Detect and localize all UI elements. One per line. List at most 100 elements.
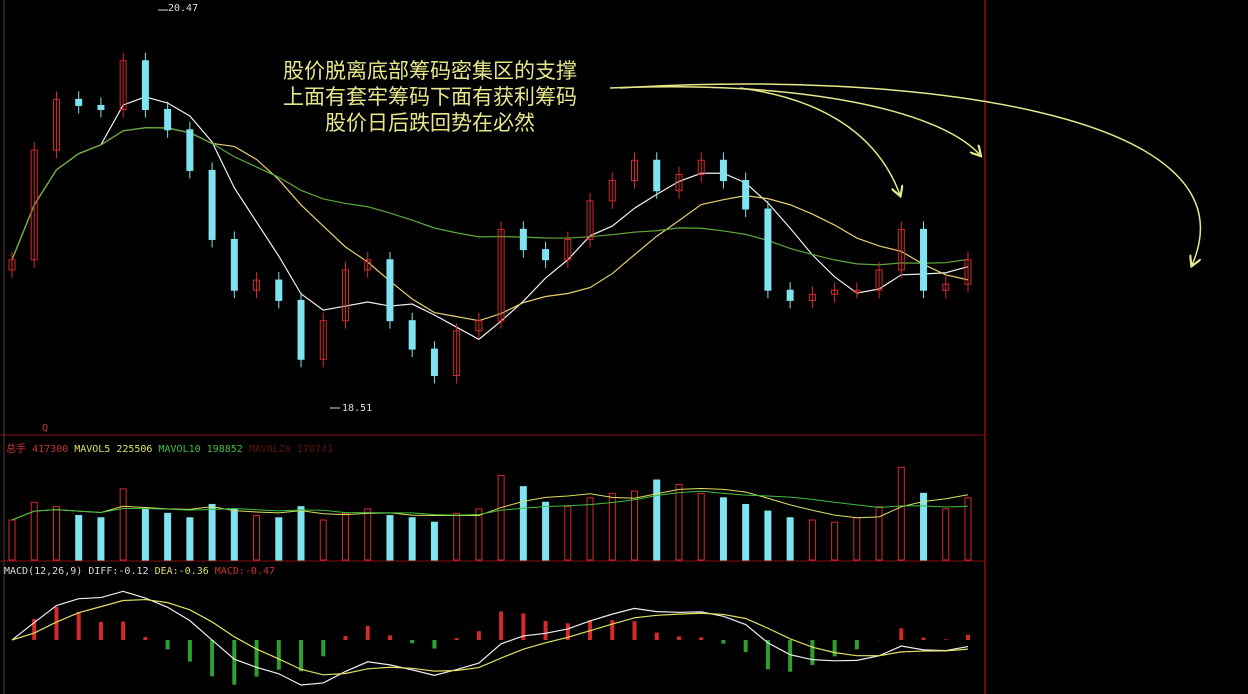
candle-body bbox=[964, 259, 972, 285]
macd-histogram-bar bbox=[165, 640, 170, 650]
macd-histogram-bar bbox=[699, 637, 704, 640]
volume-bar bbox=[275, 517, 283, 561]
candle-body bbox=[408, 320, 416, 350]
macd-dea: DEA:-0.36 bbox=[154, 566, 209, 577]
macd-histogram-bar bbox=[143, 637, 148, 640]
candle-body bbox=[119, 60, 127, 110]
dea-line bbox=[11, 598, 969, 676]
volume-bar bbox=[542, 501, 550, 561]
macd-histogram-bar bbox=[676, 636, 681, 640]
macd-histogram-bar bbox=[632, 621, 637, 640]
candle-body bbox=[786, 289, 794, 301]
macd-histogram-bar bbox=[743, 640, 748, 653]
macd-histogram-bar bbox=[854, 640, 859, 650]
mavol5-line bbox=[11, 487, 969, 521]
volume-bar bbox=[742, 503, 750, 561]
macd-histogram-bar bbox=[521, 613, 526, 640]
volume-bar bbox=[875, 506, 883, 561]
candle-body bbox=[853, 289, 861, 293]
arrow-to-trapped bbox=[609, 85, 980, 155]
volume-bar bbox=[764, 510, 772, 561]
candle-body bbox=[719, 159, 727, 182]
volume-legend: 总手 417300 MAVOL5 225506 MAVOL10 198852 M… bbox=[6, 440, 333, 455]
arrow-to-price bbox=[739, 87, 900, 195]
macd-histogram-bar bbox=[54, 607, 59, 640]
candle-body bbox=[675, 173, 683, 192]
volume-bar bbox=[364, 508, 372, 561]
candle-body bbox=[497, 228, 505, 322]
macd-histogram-bar bbox=[943, 639, 948, 640]
macd-value: MACD:-0.47 bbox=[214, 566, 275, 577]
volume-bar bbox=[586, 497, 594, 561]
candle-body bbox=[475, 320, 483, 332]
candle-body bbox=[942, 283, 950, 291]
mavol10-line bbox=[11, 490, 969, 521]
diff-line bbox=[11, 590, 969, 686]
candle-body bbox=[253, 279, 261, 291]
candle-body bbox=[808, 293, 816, 301]
candle-body bbox=[653, 159, 661, 192]
mavol5-value: MAVOL5 225506 bbox=[74, 444, 153, 455]
volume-bar bbox=[697, 492, 705, 561]
macd-legend: MACD(12,26,9) DIFF:-0.12 DEA:-0.36 MACD:… bbox=[4, 566, 275, 577]
volume-bar bbox=[942, 508, 950, 561]
ma30-line bbox=[11, 127, 969, 266]
volume-bar bbox=[608, 492, 616, 561]
macd-histogram-bar bbox=[476, 631, 481, 640]
candle-body bbox=[30, 149, 38, 261]
candle-body bbox=[586, 200, 594, 240]
volume-bar bbox=[8, 519, 16, 561]
annotation-line-3: 股价日后跌回势在必然 bbox=[325, 111, 535, 135]
macd-histogram-bar bbox=[543, 620, 548, 640]
candle-body bbox=[52, 98, 60, 151]
ma10-line bbox=[11, 127, 969, 322]
volume-bar bbox=[519, 486, 527, 561]
candle-body bbox=[631, 159, 639, 182]
candle-body bbox=[186, 129, 194, 171]
candle-body bbox=[831, 289, 839, 295]
candle-body bbox=[453, 330, 461, 377]
volume-bar bbox=[52, 506, 60, 561]
candle-body bbox=[97, 104, 105, 110]
candle-body bbox=[297, 299, 305, 360]
macd-histogram-bar bbox=[565, 623, 570, 640]
macd-title: MACD(12,26,9) bbox=[4, 566, 83, 577]
candle-body bbox=[230, 238, 238, 291]
volume-bar bbox=[208, 503, 216, 561]
volume-bar bbox=[786, 517, 794, 561]
volume-bar bbox=[853, 517, 861, 561]
annotation-text: 股价脱离底部筹码密集区的支撑 上面有套牢筹码下面有获利筹码 股价日后跌回势在必然 bbox=[240, 58, 620, 136]
macd-histogram-bar bbox=[810, 640, 815, 665]
volume-bar bbox=[253, 515, 261, 561]
volume-bar bbox=[719, 497, 727, 561]
volume-bar bbox=[386, 515, 394, 561]
mavol10-value: MAVOL10 198852 bbox=[158, 444, 243, 455]
candle-body bbox=[742, 180, 750, 210]
macd-histogram-bar bbox=[966, 634, 970, 640]
macd-histogram-bar bbox=[98, 621, 103, 640]
volume-bar bbox=[75, 515, 83, 561]
volume-value: 417300 bbox=[32, 444, 69, 455]
candle-body bbox=[8, 259, 16, 271]
volume-bar bbox=[453, 512, 461, 561]
candle-body bbox=[386, 259, 394, 322]
volume-label: 总手 bbox=[6, 444, 26, 455]
macd-histogram-bar bbox=[343, 636, 348, 640]
volume-bar bbox=[475, 508, 483, 561]
volume-bar bbox=[430, 521, 438, 561]
macd-histogram-bar bbox=[365, 625, 370, 640]
volume-bar bbox=[297, 506, 305, 561]
macd-histogram-bar bbox=[654, 632, 659, 640]
macd-histogram-bar bbox=[899, 628, 904, 640]
macd-histogram-bar bbox=[232, 640, 237, 685]
candle-body bbox=[141, 60, 149, 110]
macd-histogram-bar bbox=[387, 635, 392, 640]
volume-bar bbox=[164, 512, 172, 561]
candle-body bbox=[608, 180, 616, 202]
candle-body bbox=[564, 238, 572, 261]
mavol20-value: MAVOL20 170741 bbox=[248, 444, 334, 455]
volume-bar bbox=[564, 506, 572, 561]
volume-bar bbox=[119, 488, 127, 561]
volume-bar bbox=[186, 517, 194, 561]
